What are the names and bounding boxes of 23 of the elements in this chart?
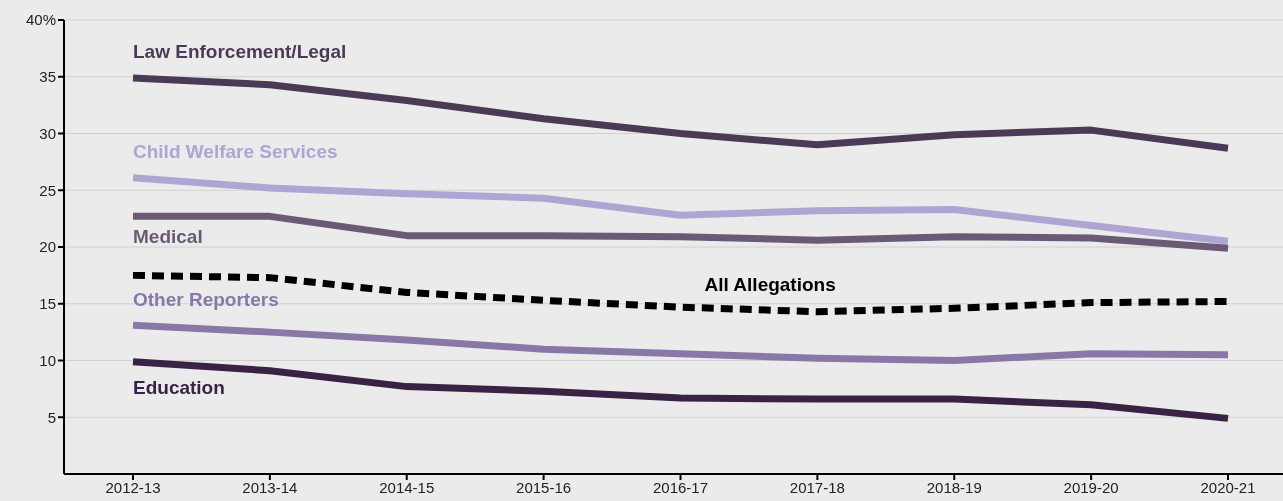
series-label: Education [133,376,225,398]
x-tick-label: 2016-17 [652,478,709,496]
y-tick-label: 35 [39,68,56,86]
x-tick-label: 2015-16 [516,478,572,496]
series-label: Child Welfare Services [133,140,338,162]
y-tick-label: 30 [39,124,56,142]
x-tick-label: 2012-13 [105,478,161,496]
x-tick-label: 2018-19 [926,478,982,496]
series-label: All Allegations [704,274,836,296]
series-label: Medical [133,226,203,248]
y-tick-label: 15 [39,295,56,313]
x-tick-label: 2020-21 [1200,478,1256,496]
series-label: Law Enforcement/Legal [133,40,347,62]
y-tick-label: 5 [47,408,56,426]
y-tick-label: 25 [39,181,56,199]
series-label: Other Reporters [133,289,279,311]
x-tick-label: 2019-20 [1063,478,1119,496]
x-tick-label: 2013-14 [242,478,298,496]
x-tick-label: 2014-15 [379,478,435,496]
x-tick-label: 2017-18 [789,478,845,496]
y-tick-label: 10 [39,351,56,369]
y-tick-label: 40% [25,11,56,29]
y-tick-label: 20 [39,238,56,256]
